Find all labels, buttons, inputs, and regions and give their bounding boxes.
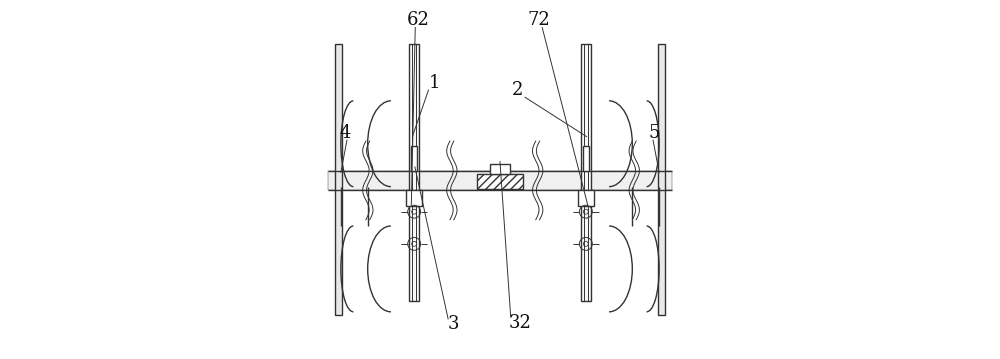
Bar — [581, 43, 591, 301]
Bar — [411, 145, 417, 171]
Bar — [578, 190, 594, 206]
Text: 32: 32 — [508, 313, 531, 332]
Bar — [583, 145, 589, 171]
Bar — [406, 190, 422, 206]
Text: 1: 1 — [429, 74, 441, 92]
Bar — [658, 43, 665, 316]
Text: 5: 5 — [649, 124, 660, 142]
Text: 2: 2 — [512, 81, 524, 99]
Bar — [477, 174, 523, 189]
Text: 62: 62 — [406, 11, 429, 29]
Text: 3: 3 — [448, 315, 459, 334]
Text: 72: 72 — [528, 11, 551, 29]
Text: 4: 4 — [340, 124, 351, 142]
Bar — [477, 174, 523, 189]
Bar — [335, 43, 342, 316]
Bar — [409, 43, 419, 301]
Bar — [490, 164, 510, 174]
Bar — [328, 171, 672, 190]
